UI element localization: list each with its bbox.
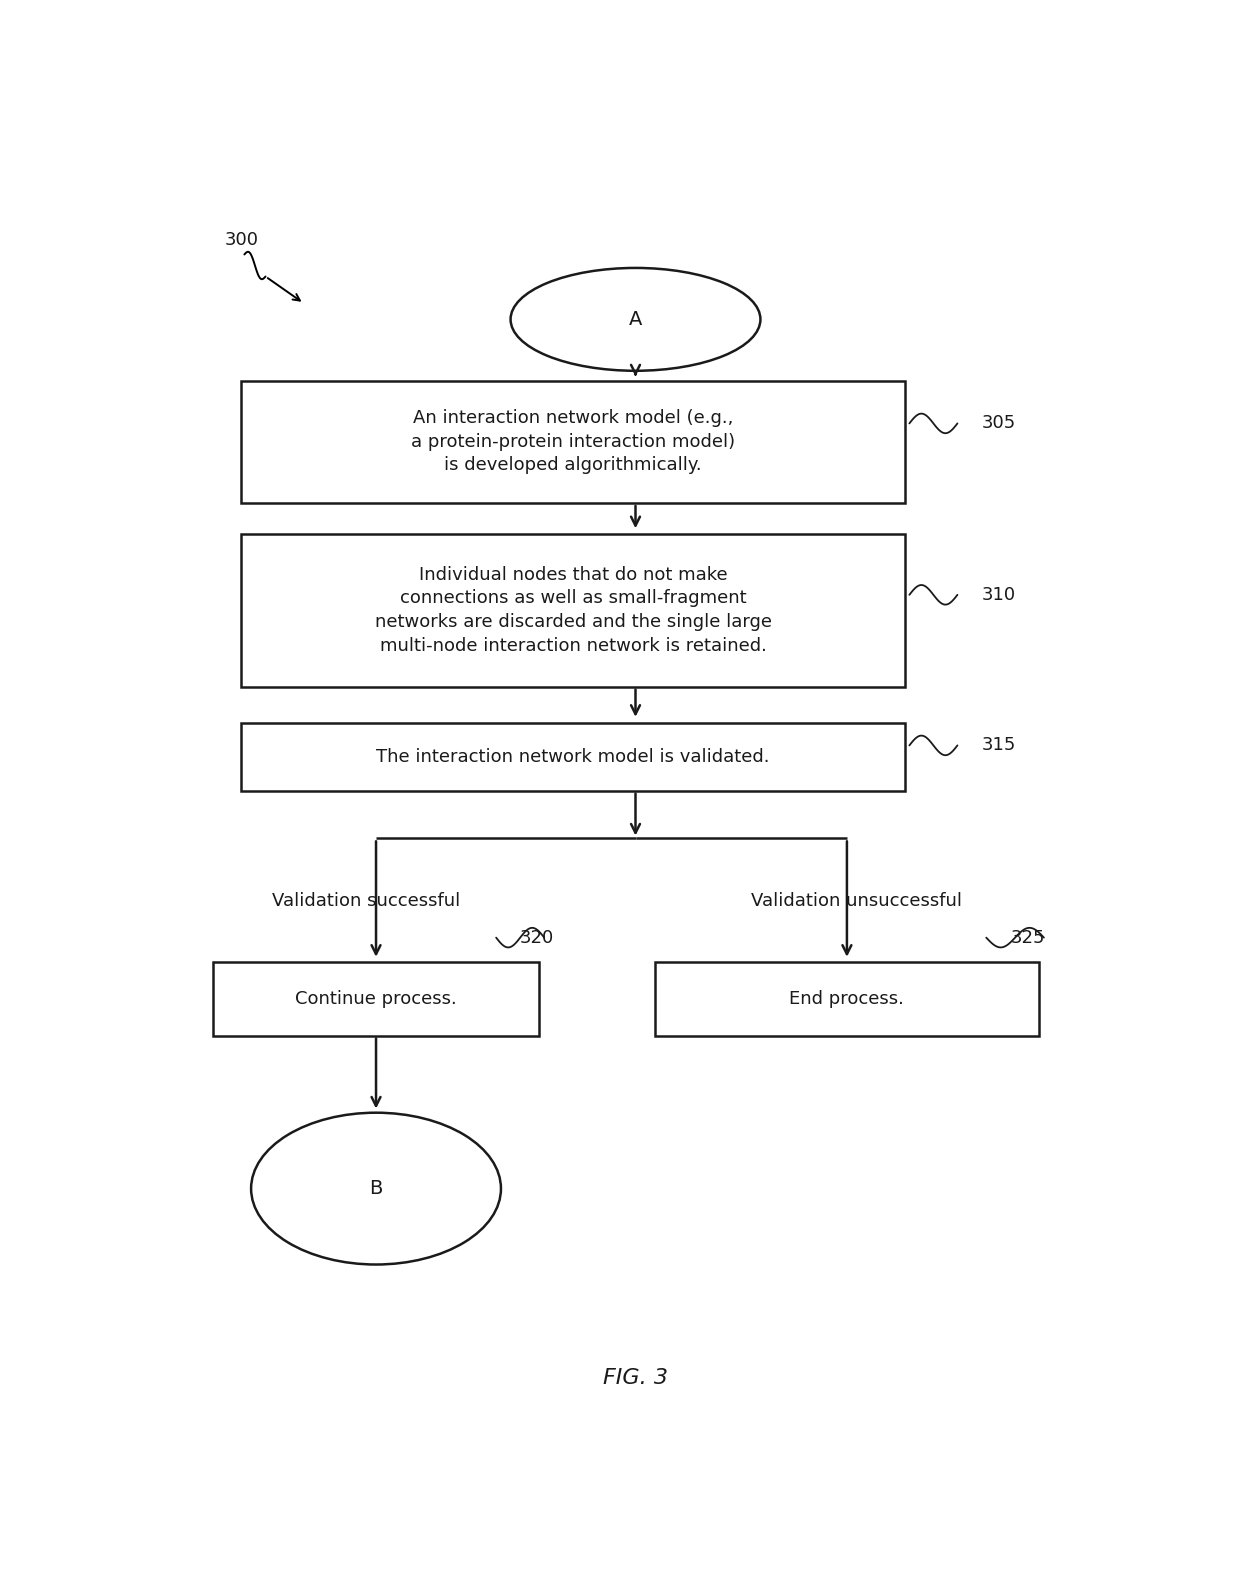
Text: 305: 305 — [982, 415, 1016, 432]
Bar — [655, 962, 1039, 1035]
Text: Continue process.: Continue process. — [295, 991, 456, 1008]
Text: Validation unsuccessful: Validation unsuccessful — [751, 892, 962, 909]
Text: A: A — [629, 310, 642, 329]
Text: 310: 310 — [982, 585, 1016, 604]
Bar — [213, 962, 539, 1035]
Text: 300: 300 — [224, 231, 258, 248]
Ellipse shape — [511, 269, 760, 370]
Text: Individual nodes that do not make
connections as well as small-fragment
networks: Individual nodes that do not make connec… — [374, 566, 771, 655]
Bar — [242, 380, 905, 502]
Text: 320: 320 — [521, 929, 554, 946]
Text: The interaction network model is validated.: The interaction network model is validat… — [376, 747, 770, 766]
Ellipse shape — [250, 1113, 501, 1264]
Text: B: B — [370, 1180, 383, 1199]
Text: 315: 315 — [982, 736, 1016, 754]
Bar — [242, 534, 905, 687]
Text: FIG. 3: FIG. 3 — [603, 1367, 668, 1388]
Text: An interaction network model (e.g.,
a protein-protein interaction model)
is deve: An interaction network model (e.g., a pr… — [410, 409, 735, 474]
Bar — [242, 723, 905, 790]
Text: End process.: End process. — [790, 991, 904, 1008]
Text: Validation successful: Validation successful — [273, 892, 460, 909]
Text: 325: 325 — [1011, 929, 1045, 946]
